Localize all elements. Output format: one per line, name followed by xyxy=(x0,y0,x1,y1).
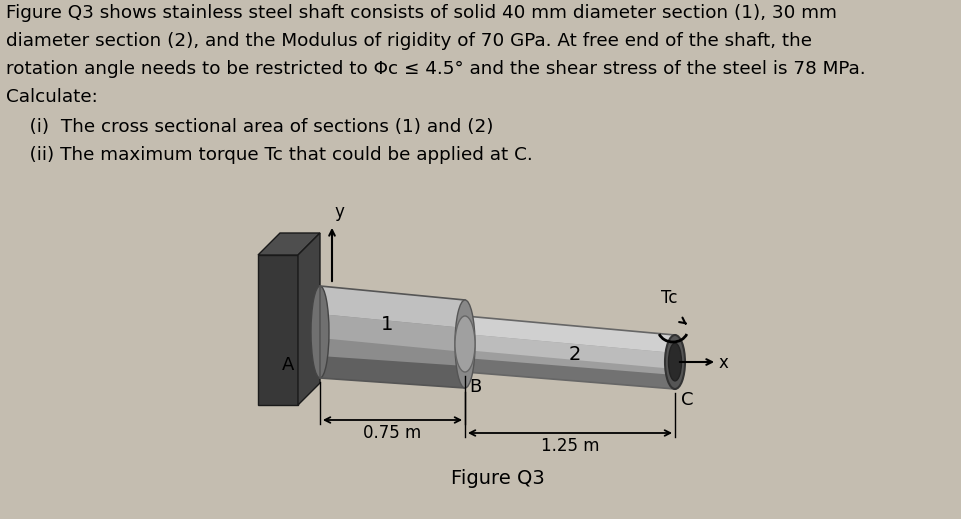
Text: diameter section (2), and the Modulus of rigidity of 70 GPa. At free end of the : diameter section (2), and the Modulus of… xyxy=(6,32,812,50)
Polygon shape xyxy=(465,316,675,353)
Text: 2: 2 xyxy=(569,345,581,363)
Text: Figure Q3 shows stainless steel shaft consists of solid 40 mm diameter section (: Figure Q3 shows stainless steel shaft co… xyxy=(6,4,837,22)
Text: Tc: Tc xyxy=(661,289,678,307)
Text: 1: 1 xyxy=(382,315,394,334)
Polygon shape xyxy=(320,356,465,388)
Polygon shape xyxy=(465,334,675,369)
Text: (ii) The maximum torque Tc that could be applied at C.: (ii) The maximum torque Tc that could be… xyxy=(6,146,532,164)
Text: A: A xyxy=(282,356,294,374)
Ellipse shape xyxy=(665,335,685,389)
Ellipse shape xyxy=(311,286,329,378)
Polygon shape xyxy=(320,286,465,388)
Text: Figure Q3: Figure Q3 xyxy=(451,469,544,488)
Text: 1.25 m: 1.25 m xyxy=(541,437,600,455)
Ellipse shape xyxy=(455,300,475,388)
Ellipse shape xyxy=(455,316,475,372)
Text: 0.75 m: 0.75 m xyxy=(363,424,422,442)
Text: y: y xyxy=(334,203,344,221)
Polygon shape xyxy=(258,233,320,255)
Polygon shape xyxy=(465,358,675,389)
Polygon shape xyxy=(320,314,465,352)
Text: x: x xyxy=(719,354,728,372)
Polygon shape xyxy=(320,286,465,328)
Text: (i)  The cross sectional area of sections (1) and (2): (i) The cross sectional area of sections… xyxy=(6,118,494,136)
Text: Calculate:: Calculate: xyxy=(6,88,98,106)
Ellipse shape xyxy=(669,343,681,381)
Polygon shape xyxy=(298,233,320,405)
Text: C: C xyxy=(681,391,694,409)
Polygon shape xyxy=(258,255,298,405)
Text: B: B xyxy=(469,378,481,396)
Text: rotation angle needs to be restricted to Φc ≤ 4.5° and the shear stress of the s: rotation angle needs to be restricted to… xyxy=(6,60,866,78)
Polygon shape xyxy=(465,316,675,389)
